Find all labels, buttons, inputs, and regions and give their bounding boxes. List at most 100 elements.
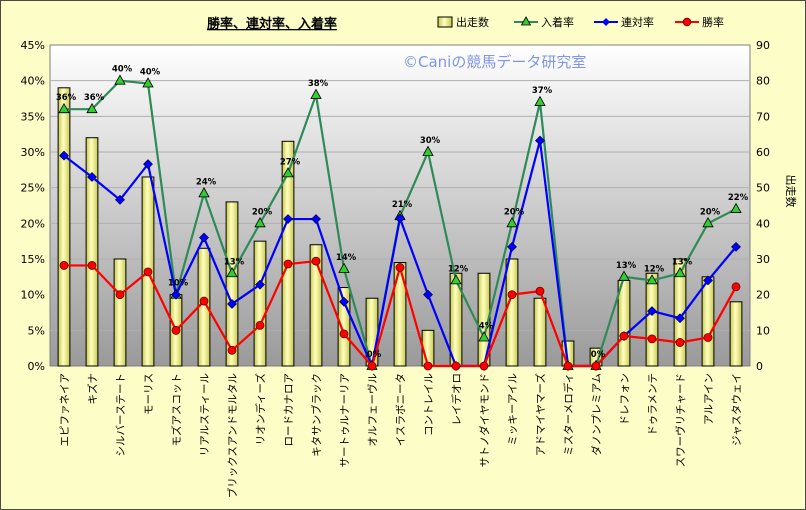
category-label: アルアイン [703, 373, 715, 425]
y-right-tick-label: 70 [756, 110, 770, 123]
y-left-tick-label: 40% [21, 75, 45, 88]
bar-runs [505, 258, 519, 367]
marker-triangle [254, 217, 266, 228]
marker-circle [199, 296, 209, 306]
bar-runs [645, 272, 659, 367]
category-label: モズアスコット [170, 373, 183, 447]
bar-runs [113, 258, 127, 367]
marker-circle [703, 333, 713, 342]
y-left-tick-label: 30% [21, 146, 45, 159]
legend-label: 勝率 [702, 15, 724, 29]
data-label: 4% [479, 321, 494, 331]
marker-triangle [86, 102, 98, 114]
marker-diamond [311, 214, 321, 224]
category-label: リオンディーズ [254, 373, 267, 445]
marker-circle [507, 290, 517, 300]
y-left-tick-label: 10% [21, 289, 45, 302]
bar-runs [57, 87, 71, 367]
data-label: 14% [336, 253, 357, 263]
data-label: 0% [591, 350, 606, 360]
legend-marker-diamond [602, 18, 610, 26]
data-label: 38% [308, 79, 329, 89]
category-label: ミッキーアイル [507, 373, 519, 446]
legend-label: 出走数 [456, 15, 489, 29]
data-label: 12% [448, 264, 469, 274]
category-label: ドレフォン [619, 373, 631, 426]
category-label: コントレイル [423, 373, 435, 436]
y-left-tick-label: 0% [28, 360, 45, 373]
marker-triangle [142, 77, 154, 88]
y-right-tick-label: 30 [756, 253, 770, 266]
marker-triangle [338, 262, 350, 273]
y-left-tick-label: 25% [21, 182, 45, 195]
marker-triangle [282, 167, 294, 178]
marker-circle [255, 320, 265, 330]
marker-circle [423, 361, 433, 371]
marker-triangle [730, 202, 742, 213]
category-label: スワーヴリチャード [674, 373, 687, 467]
marker-diamond [283, 214, 293, 224]
y-right-tick-label: 60 [756, 146, 770, 159]
y-left-tick-label: 45% [21, 39, 45, 52]
marker-diamond [59, 150, 69, 161]
marker-diamond [647, 306, 657, 316]
marker-circle [339, 329, 349, 339]
marker-diamond [675, 313, 685, 324]
marker-triangle [478, 331, 490, 342]
category-label: アドマイヤマーズ [534, 373, 547, 456]
bar-runs [225, 201, 239, 367]
bar-runs [701, 276, 715, 367]
marker-triangle [226, 266, 238, 278]
legend-marker-circle [682, 17, 692, 27]
marker-diamond [395, 213, 405, 224]
marker-triangle [646, 274, 658, 285]
category-label: サートゥルナーリア [339, 373, 351, 468]
bar-runs [673, 258, 687, 367]
bar-runs [85, 137, 99, 367]
marker-triangle [58, 102, 70, 114]
y-right-tick-label: 0 [756, 360, 763, 373]
marker-diamond [507, 241, 517, 252]
marker-circle [535, 286, 545, 296]
data-label: 36% [84, 93, 105, 103]
category-label: エピファネイア [59, 373, 71, 447]
legend-marker-triangle [520, 16, 532, 26]
category-label: オルフェーヴル [366, 373, 379, 447]
watermark-text: ©Caniの競馬データ研究室 [403, 53, 586, 71]
marker-circle [311, 256, 321, 266]
marker-circle [675, 338, 685, 347]
marker-circle [115, 290, 125, 300]
marker-circle [143, 267, 153, 277]
marker-triangle [702, 217, 714, 228]
legend-label: 連対率 [621, 15, 654, 29]
category-label: ミスターメロディ [562, 373, 575, 456]
category-label: キズナ [86, 373, 99, 405]
marker-circle [479, 361, 489, 371]
y-right-tick-label: 80 [756, 75, 770, 88]
marker-circle [647, 334, 657, 344]
data-label: 24% [196, 177, 217, 187]
category-label: ブリックスアンドモルタル [226, 373, 239, 498]
marker-circle [619, 331, 629, 341]
marker-triangle [618, 270, 630, 281]
legend-swatch-bar [437, 16, 453, 28]
marker-diamond [143, 159, 153, 170]
y-left-tick-label: 20% [21, 217, 45, 230]
y-left-tick-label: 35% [21, 110, 45, 123]
category-label: レイデオロ [450, 373, 463, 426]
data-label: 40% [112, 65, 133, 75]
legend-label: 入着率 [541, 15, 574, 29]
marker-diamond [87, 172, 97, 182]
marker-triangle [198, 187, 210, 198]
data-label: 13% [672, 257, 693, 267]
marker-triangle [114, 74, 126, 85]
bar-runs [281, 140, 295, 367]
category-label: ダノンプレミアム [590, 373, 603, 456]
bar-runs [337, 287, 351, 367]
category-label: ドゥラメンテ [647, 373, 659, 436]
data-label: 21% [392, 200, 413, 210]
marker-circle [591, 361, 601, 371]
bar-runs [309, 244, 323, 367]
